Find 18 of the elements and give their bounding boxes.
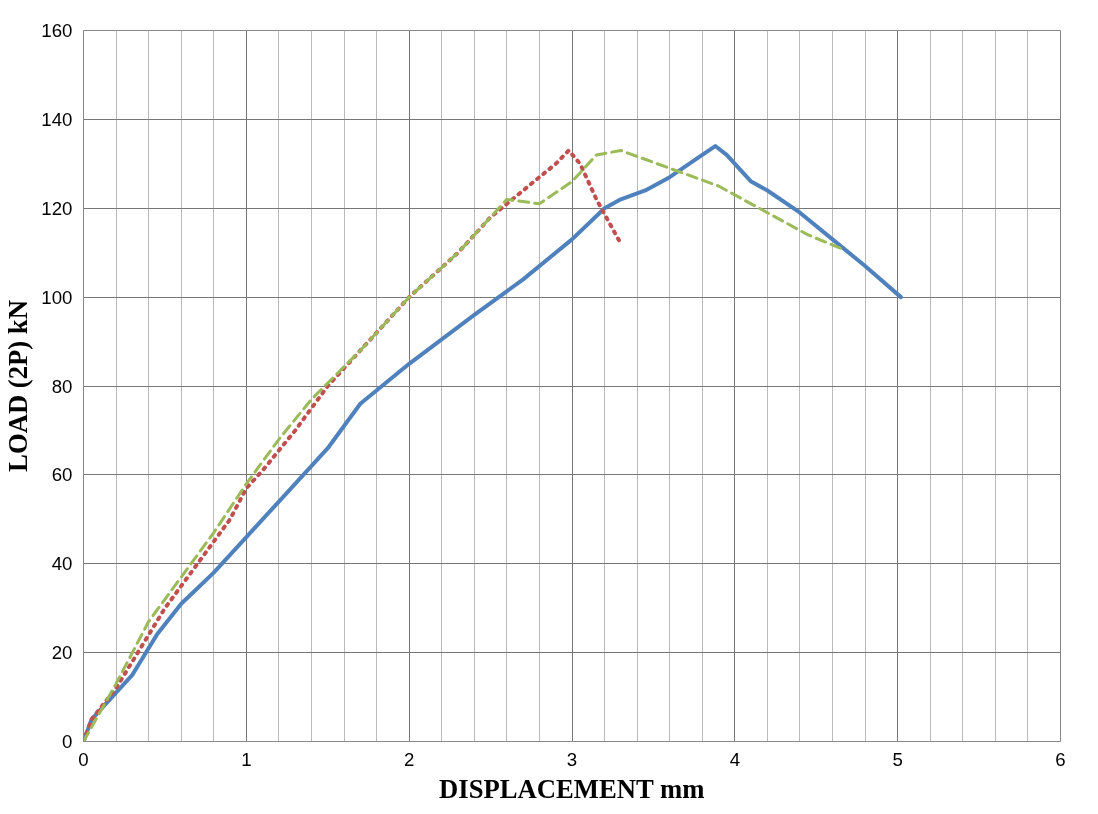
y-tick-label: 60	[51, 464, 73, 486]
y-tick-label: 80	[51, 375, 73, 397]
x-tick-label: 5	[892, 748, 903, 770]
x-axis-title: DISPLACEMENT mm	[439, 773, 705, 804]
y-tick-label: 100	[41, 286, 73, 308]
y-tick-label: 140	[41, 108, 73, 130]
y-tick-label: 40	[51, 553, 73, 575]
x-tick-label: 2	[403, 748, 415, 770]
x-tick-label: 1	[241, 748, 252, 770]
y-tick-label: 0	[62, 731, 73, 752]
y-tick-label: 160	[41, 20, 73, 41]
x-tick-label: 3	[566, 748, 578, 770]
x-tick-label: 6	[1055, 748, 1066, 770]
x-tick-label: 0	[78, 748, 89, 770]
y-tick-label: 120	[41, 197, 73, 219]
x-tick-label: 4	[729, 748, 741, 770]
y-axis-title: LOAD (2P) kN	[3, 300, 34, 472]
y-tick-label: 20	[51, 642, 73, 664]
